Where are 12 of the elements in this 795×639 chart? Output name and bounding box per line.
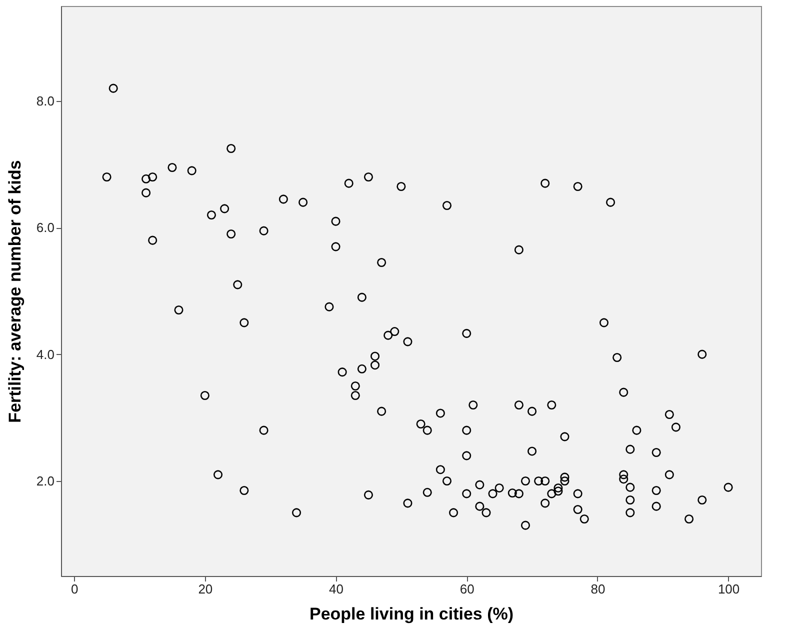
x-tick-label: 20 xyxy=(198,582,213,596)
y-tick-label: 2.0 xyxy=(36,474,54,488)
y-axis-title: Fertility: average number of kids xyxy=(5,160,24,423)
x-tick-label: 80 xyxy=(590,582,606,596)
x-tick-label: 0 xyxy=(70,582,78,596)
x-axis-title: People living in cities (%) xyxy=(309,604,514,624)
x-tick-label: 40 xyxy=(329,582,344,596)
y-tick-label: 6.0 xyxy=(36,220,54,236)
x-tick-label: 100 xyxy=(718,582,740,596)
y-tick-label: 8.0 xyxy=(36,94,54,108)
y-tick-label: 4.0 xyxy=(36,346,54,362)
x-tick-label: 60 xyxy=(460,582,474,596)
